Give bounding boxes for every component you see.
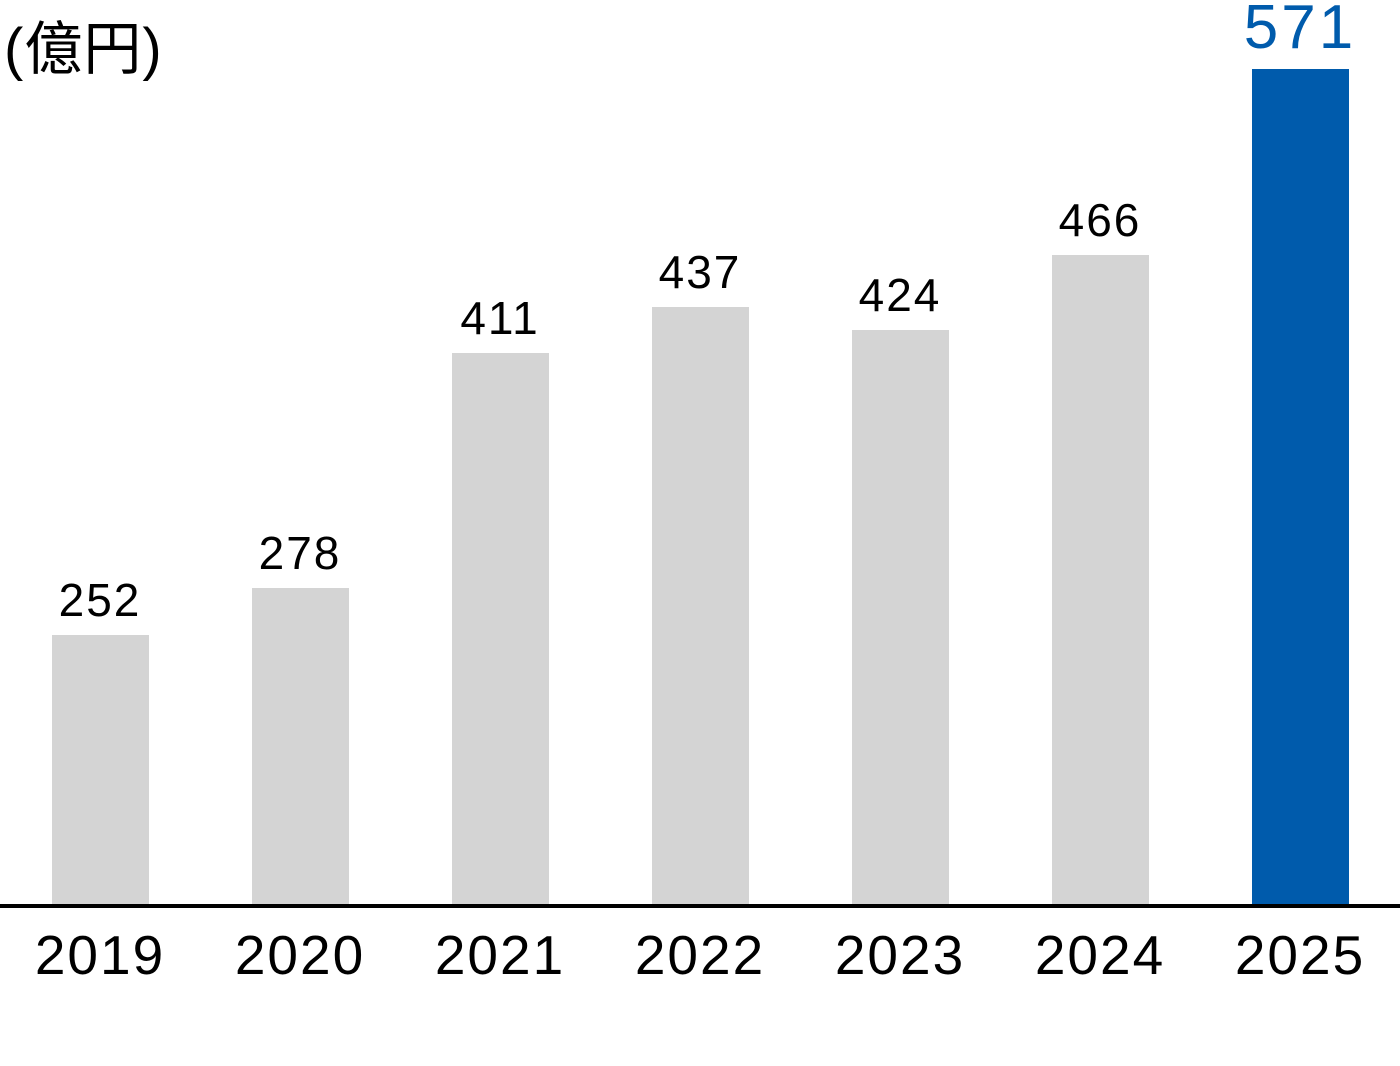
bar-value-label: 411 xyxy=(460,292,540,344)
bar-slot: 466 xyxy=(1000,0,1200,904)
bar-slot: 424 xyxy=(800,0,1000,904)
bar-slot: 252 xyxy=(0,0,200,904)
bar xyxy=(651,307,749,904)
x-axis-tick-label: 2023 xyxy=(834,924,966,986)
bar-slot: 411 xyxy=(400,0,600,904)
bar-value-label: 278 xyxy=(258,527,342,579)
x-axis-tick-labels: 2019 2020 2021 2022 2023 2024 2025 xyxy=(0,922,1400,988)
x-axis-tick-label: 2020 xyxy=(234,924,366,986)
bar-value-label: 424 xyxy=(858,269,942,321)
bar-slot: 571 xyxy=(1200,0,1400,904)
bar xyxy=(251,588,349,904)
bar xyxy=(851,330,949,904)
bar-value-label: 252 xyxy=(58,574,142,626)
x-axis-line xyxy=(0,904,1400,908)
bar-value-label: 571 xyxy=(1243,0,1357,62)
bar-value-label: 466 xyxy=(1058,194,1142,246)
x-axis-tick-label: 2024 xyxy=(1034,924,1166,986)
bar-value-label: 437 xyxy=(658,246,742,298)
x-axis-tick-label: 2025 xyxy=(1234,924,1366,986)
bars-container: 252 278 411 437 424 466 571 xyxy=(0,0,1400,904)
bar xyxy=(51,635,149,904)
plot-area: 252 278 411 437 424 466 571 xyxy=(0,0,1400,908)
y-axis-unit-label: (億円) xyxy=(4,17,163,82)
bar-slot: 278 xyxy=(200,0,400,904)
x-axis-tick-label: 2019 xyxy=(34,924,166,986)
x-axis-tick-label: 2021 xyxy=(434,924,566,986)
bar-slot: 437 xyxy=(600,0,800,904)
bar xyxy=(1051,255,1149,904)
bar xyxy=(451,353,549,904)
x-axis-tick-label: 2022 xyxy=(634,924,766,986)
bar-highlighted xyxy=(1251,69,1349,904)
